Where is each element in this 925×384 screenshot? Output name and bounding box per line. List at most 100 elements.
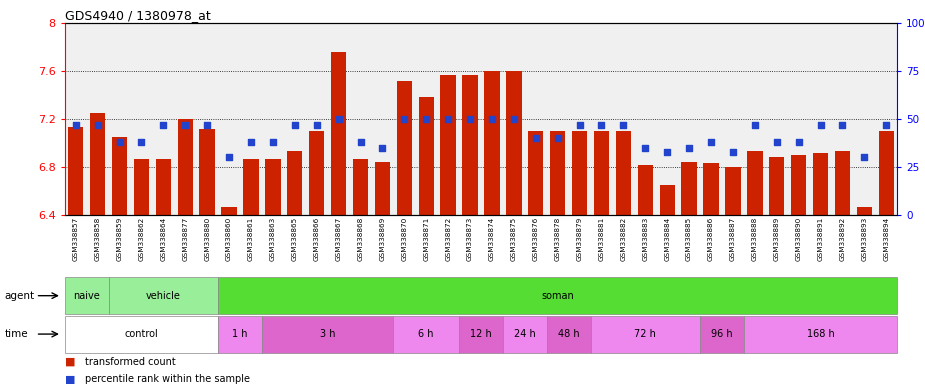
- Point: [265, 139, 280, 145]
- Bar: [200, 129, 215, 215]
- Bar: [459, 316, 503, 353]
- Point: [485, 116, 500, 122]
- Bar: [134, 159, 149, 215]
- Point: [770, 139, 784, 145]
- Point: [682, 145, 697, 151]
- Text: 24 h: 24 h: [514, 329, 536, 339]
- Bar: [68, 127, 83, 215]
- Text: agent: agent: [5, 291, 35, 301]
- Bar: [352, 159, 368, 215]
- Point: [353, 139, 368, 145]
- Text: 168 h: 168 h: [807, 329, 834, 339]
- Point: [573, 122, 587, 128]
- Point: [462, 116, 477, 122]
- Point: [704, 139, 719, 145]
- Text: vehicle: vehicle: [146, 291, 180, 301]
- Text: ■: ■: [65, 374, 75, 384]
- Bar: [594, 131, 610, 215]
- Point: [528, 135, 543, 141]
- Point: [331, 116, 346, 122]
- Point: [375, 145, 389, 151]
- Point: [507, 116, 522, 122]
- Bar: [218, 277, 897, 314]
- Text: 1 h: 1 h: [232, 329, 248, 339]
- Point: [616, 122, 631, 128]
- Point: [857, 154, 871, 161]
- Point: [440, 116, 455, 122]
- Bar: [393, 316, 459, 353]
- Bar: [550, 131, 565, 215]
- Text: percentile rank within the sample: percentile rank within the sample: [85, 374, 250, 384]
- Bar: [440, 74, 456, 215]
- Point: [288, 122, 302, 128]
- Text: control: control: [125, 329, 158, 339]
- Point: [879, 122, 894, 128]
- Bar: [637, 165, 653, 215]
- Bar: [616, 131, 631, 215]
- Bar: [218, 316, 262, 353]
- Text: 48 h: 48 h: [558, 329, 579, 339]
- Bar: [725, 167, 741, 215]
- Point: [813, 122, 828, 128]
- Bar: [265, 159, 280, 215]
- Bar: [243, 159, 259, 215]
- Bar: [221, 207, 237, 215]
- Bar: [112, 137, 127, 215]
- Bar: [813, 152, 828, 215]
- Bar: [65, 316, 218, 353]
- Point: [222, 154, 237, 161]
- Text: 6 h: 6 h: [418, 329, 434, 339]
- Bar: [331, 52, 346, 215]
- Bar: [572, 131, 587, 215]
- Bar: [65, 277, 108, 314]
- Point: [594, 122, 609, 128]
- Point: [638, 145, 653, 151]
- Bar: [879, 131, 894, 215]
- Point: [419, 116, 434, 122]
- Bar: [700, 316, 744, 353]
- Bar: [503, 316, 547, 353]
- Point: [747, 122, 762, 128]
- Bar: [375, 162, 390, 215]
- Bar: [791, 155, 807, 215]
- Point: [200, 122, 215, 128]
- Bar: [397, 81, 412, 215]
- Bar: [660, 185, 675, 215]
- Bar: [309, 131, 325, 215]
- Bar: [547, 316, 590, 353]
- Bar: [90, 113, 105, 215]
- Bar: [528, 131, 543, 215]
- Point: [112, 139, 127, 145]
- Point: [134, 139, 149, 145]
- Point: [660, 149, 674, 155]
- Point: [725, 149, 740, 155]
- Bar: [506, 71, 522, 215]
- Text: GDS4940 / 1380978_at: GDS4940 / 1380978_at: [65, 9, 211, 22]
- Point: [68, 122, 83, 128]
- Bar: [155, 159, 171, 215]
- Bar: [744, 316, 897, 353]
- Point: [550, 135, 565, 141]
- Bar: [682, 162, 697, 215]
- Text: ■: ■: [65, 357, 75, 367]
- Point: [178, 122, 192, 128]
- Bar: [287, 151, 302, 215]
- Text: 72 h: 72 h: [635, 329, 656, 339]
- Bar: [834, 151, 850, 215]
- Text: 3 h: 3 h: [320, 329, 336, 339]
- Bar: [485, 71, 500, 215]
- Point: [156, 122, 171, 128]
- Bar: [108, 277, 218, 314]
- Bar: [769, 157, 784, 215]
- Text: naive: naive: [73, 291, 100, 301]
- Text: soman: soman: [541, 291, 574, 301]
- Text: 96 h: 96 h: [711, 329, 733, 339]
- Bar: [262, 316, 393, 353]
- Bar: [178, 119, 193, 215]
- Bar: [747, 151, 762, 215]
- Point: [243, 139, 258, 145]
- Bar: [857, 207, 872, 215]
- Point: [791, 139, 806, 145]
- Text: time: time: [5, 329, 29, 339]
- Point: [91, 122, 105, 128]
